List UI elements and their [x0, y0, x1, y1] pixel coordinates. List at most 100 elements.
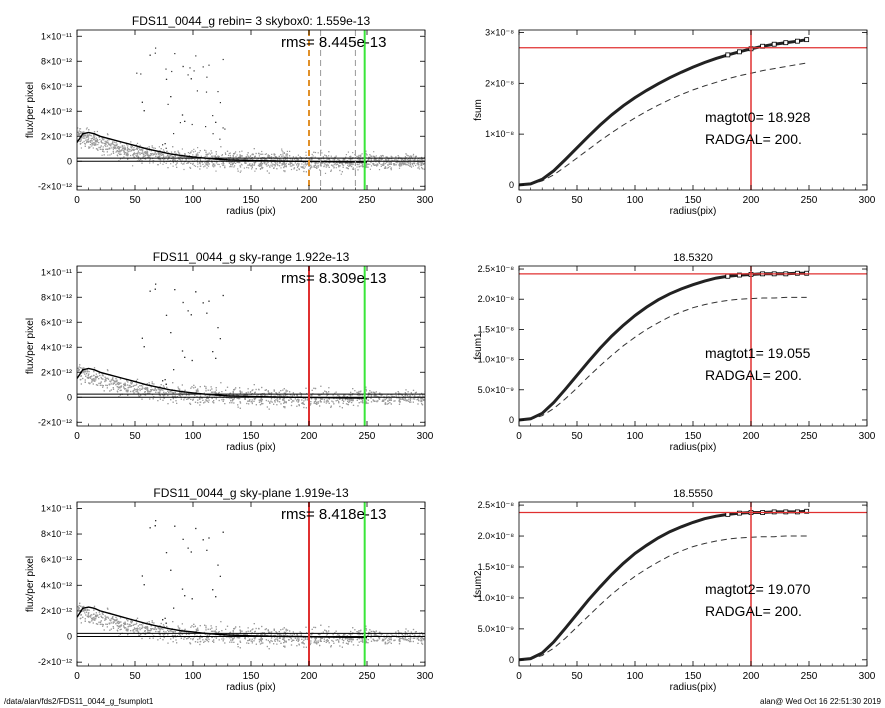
scatter-point: [184, 120, 186, 122]
scatter-point: [267, 154, 269, 156]
scatter-point: [270, 156, 272, 158]
scatter-point: [213, 400, 215, 402]
scatter-point: [86, 135, 89, 137]
x-tick-label: 50: [129, 195, 141, 206]
x-tick-label: 150: [243, 195, 260, 206]
scatter-point: [95, 375, 97, 378]
scatter-point: [338, 159, 340, 161]
scatter-point: [102, 139, 104, 141]
scatter-point: [86, 142, 88, 144]
scatter-point: [289, 394, 292, 396]
scatter-point: [376, 395, 378, 397]
scatter-point: [109, 148, 111, 150]
scatter-point: [214, 164, 216, 166]
scatter-point: [383, 164, 385, 166]
scatter-point: [421, 163, 423, 165]
scatter-point: [88, 135, 90, 137]
scatter-point: [206, 400, 208, 402]
scatter-point: [385, 398, 387, 400]
scatter-point: [205, 91, 208, 93]
scatter-point: [274, 401, 276, 403]
scatter-point: [318, 158, 321, 160]
scatter-point: [124, 388, 126, 390]
scatter-point: [325, 166, 327, 168]
scatter-point: [211, 155, 214, 157]
scatter-point: [79, 364, 81, 366]
scatter-point: [232, 392, 234, 394]
scatter-point: [262, 167, 264, 169]
scatter-point: [208, 399, 210, 401]
scatter-point: [349, 398, 351, 400]
scatter-point: [312, 155, 314, 157]
scatter-point: [178, 158, 180, 160]
scatter-point: [188, 161, 190, 163]
scatter-point: [123, 150, 125, 152]
scatter-point: [244, 397, 246, 399]
scatter-point: [310, 167, 312, 169]
x-tick-label: 150: [685, 195, 702, 206]
scatter-point: [367, 399, 369, 401]
scatter-point: [239, 161, 241, 164]
scatter-point: [301, 163, 303, 165]
scatter-point: [124, 384, 127, 387]
scatter-point: [179, 156, 181, 158]
scatter-point: [195, 391, 197, 393]
scatter-point: [337, 394, 339, 397]
scatter-point: [390, 399, 392, 401]
scatter-point: [365, 165, 367, 167]
scatter-point: [317, 165, 319, 167]
scatter-point: [190, 387, 192, 389]
scatter-point: [154, 389, 156, 391]
scatter-point: [333, 164, 335, 166]
scatter-point: [366, 163, 368, 165]
scatter-point: [149, 162, 151, 164]
scatter-point: [330, 170, 332, 172]
scatter-point: [246, 394, 248, 396]
scatter-point: [283, 156, 285, 158]
scatter-point: [177, 156, 179, 158]
scatter-point: [148, 148, 151, 150]
scatter-point: [83, 140, 85, 142]
scatter-point: [270, 398, 273, 400]
scatter-point: [227, 154, 230, 156]
scatter-point: [302, 167, 304, 169]
scatter-point: [423, 399, 425, 401]
scatter-point: [149, 391, 151, 393]
scatter-point: [188, 397, 190, 399]
scatter-point: [93, 131, 96, 133]
scatter-point: [210, 391, 213, 393]
scatter-point: [211, 397, 213, 399]
scatter-point: [411, 394, 414, 396]
scatter-point: [283, 398, 285, 400]
scatter-point: [239, 402, 242, 404]
x-tick-label: 50: [571, 195, 583, 206]
scatter-point: [80, 131, 82, 133]
scatter-point: [184, 153, 186, 155]
scatter-point: [293, 394, 295, 396]
scatter-point: [112, 151, 114, 153]
scatter-point: [291, 159, 293, 161]
scatter-point: [356, 399, 358, 401]
scatter-point: [215, 162, 217, 164]
scatter-point: [93, 142, 95, 144]
scatter-point: [333, 159, 335, 161]
scatter-point: [179, 152, 181, 154]
scatter-point: [217, 156, 219, 158]
scatter-point: [123, 145, 125, 147]
scatter-point: [243, 167, 245, 169]
scatter-point: [177, 386, 179, 388]
scatter-point: [155, 47, 157, 49]
scatter-point: [203, 156, 205, 158]
scatter-point: [385, 162, 387, 164]
scatter-point: [218, 163, 220, 166]
scatter-point: [293, 158, 295, 160]
scatter-point: [132, 149, 134, 151]
scatter-point: [207, 401, 210, 403]
scatter-point: [288, 399, 290, 401]
scatter-point: [402, 162, 404, 164]
scatter-point: [296, 164, 298, 166]
scatter-point: [284, 165, 286, 168]
scatter-point: [133, 147, 135, 149]
scatter-point: [261, 167, 263, 169]
scatter-point: [192, 154, 194, 156]
